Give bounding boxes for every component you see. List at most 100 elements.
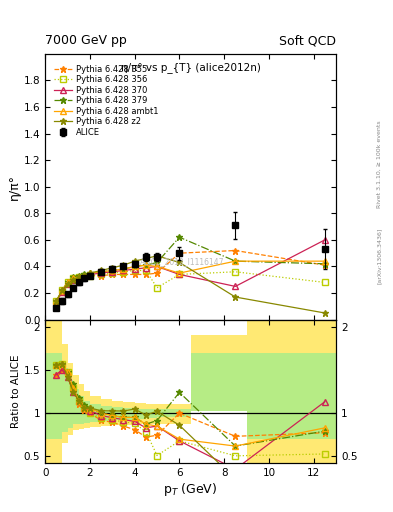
Pythia 6.428 z2 [143,255,148,262]
Y-axis label: η/π°: η/π° [8,174,21,200]
Pythia 6.428 355 [121,271,126,278]
Pythia 6.428 370 [71,276,75,283]
Pythia 6.428 370 [82,273,87,279]
Pythia 6.428 356 [177,271,182,278]
Pythia 6.428 ambt1 [82,273,87,279]
Line: Pythia 6.428 355: Pythia 6.428 355 [53,247,328,306]
Pythia 6.428 355 [323,262,327,268]
Pythia 6.428 356 [76,274,81,280]
Pythia 6.428 370 [76,274,81,280]
Pythia 6.428 370 [60,289,64,295]
Pythia 6.428 355 [155,270,160,276]
Pythia 6.428 z2 [65,281,70,287]
Pythia 6.428 355 [99,273,103,279]
Pythia 6.428 ambt1 [177,270,182,276]
Pythia 6.428 370 [323,237,327,243]
Line: Pythia 6.428 356: Pythia 6.428 356 [53,268,328,304]
Pythia 6.428 379 [99,269,103,275]
Text: Soft QCD: Soft QCD [279,34,336,47]
Pythia 6.428 ambt1 [121,266,126,272]
Pythia 6.428 ambt1 [60,287,64,293]
Pythia 6.428 379 [88,270,92,276]
Pythia 6.428 z2 [99,267,103,273]
Line: Pythia 6.428 ambt1: Pythia 6.428 ambt1 [53,259,328,304]
Pythia 6.428 355 [143,271,148,278]
Pythia 6.428 370 [88,271,92,278]
Pythia 6.428 356 [155,285,160,291]
Pythia 6.428 379 [132,263,137,269]
Y-axis label: Ratio to ALICE: Ratio to ALICE [11,355,21,428]
Pythia 6.428 356 [143,267,148,273]
Pythia 6.428 ambt1 [110,267,115,273]
Pythia 6.428 z2 [177,260,182,266]
Pythia 6.428 370 [132,266,137,272]
Pythia 6.428 379 [233,258,238,264]
Pythia 6.428 ambt1 [54,298,59,304]
Pythia 6.428 ambt1 [65,280,70,286]
X-axis label: p$_T$ (GeV): p$_T$ (GeV) [163,481,218,498]
Pythia 6.428 370 [99,270,103,276]
Pythia 6.428 356 [233,269,238,275]
Pythia 6.428 355 [88,273,92,279]
Pythia 6.428 379 [60,287,64,293]
Pythia 6.428 379 [65,280,70,286]
Pythia 6.428 379 [155,260,160,266]
Pythia 6.428 ambt1 [71,275,75,282]
Pythia 6.428 370 [155,263,160,269]
Pythia 6.428 356 [65,280,70,286]
Pythia 6.428 356 [60,287,64,293]
Pythia 6.428 ambt1 [323,258,327,264]
Pythia 6.428 z2 [132,258,137,264]
Line: Pythia 6.428 z2: Pythia 6.428 z2 [53,252,328,316]
Pythia 6.428 z2 [82,273,87,279]
Pythia 6.428 355 [132,271,137,278]
Pythia 6.428 ambt1 [155,263,160,269]
Pythia 6.428 356 [88,273,92,279]
Pythia 6.428 370 [65,281,70,287]
Line: Pythia 6.428 370: Pythia 6.428 370 [53,237,328,305]
Pythia 6.428 370 [143,265,148,271]
Pythia 6.428 370 [233,283,238,289]
Pythia 6.428 379 [121,266,126,272]
Pythia 6.428 ambt1 [88,270,92,276]
Pythia 6.428 355 [71,276,75,283]
Pythia 6.428 z2 [110,265,115,271]
Pythia 6.428 355 [233,247,238,253]
Pythia 6.428 355 [177,250,182,256]
Pythia 6.428 z2 [323,310,327,316]
Pythia 6.428 356 [99,271,103,278]
Text: η/π° vs p_{T} (alice2012n): η/π° vs p_{T} (alice2012n) [121,62,261,73]
Pythia 6.428 z2 [54,298,59,304]
Pythia 6.428 379 [323,261,327,267]
Pythia 6.428 356 [110,270,115,276]
Pythia 6.428 370 [54,300,59,306]
Pythia 6.428 ambt1 [233,258,238,264]
Pythia 6.428 355 [110,271,115,278]
Text: 7000 GeV pp: 7000 GeV pp [45,34,127,47]
Pythia 6.428 355 [60,289,64,295]
Pythia 6.428 356 [323,280,327,286]
Pythia 6.428 356 [132,267,137,273]
Pythia 6.428 355 [65,281,70,287]
Line: Pythia 6.428 379: Pythia 6.428 379 [53,234,328,305]
Pythia 6.428 379 [110,267,115,273]
Pythia 6.428 379 [177,234,182,240]
Text: ALICE_2012_I1116147: ALICE_2012_I1116147 [140,257,224,266]
Pythia 6.428 z2 [155,253,160,259]
Pythia 6.428 355 [76,275,81,282]
Text: Rivet 3.1.10, ≥ 100k events: Rivet 3.1.10, ≥ 100k events [377,120,382,208]
Legend: Pythia 6.428 355, Pythia 6.428 356, Pythia 6.428 370, Pythia 6.428 379, Pythia 6: Pythia 6.428 355, Pythia 6.428 356, Pyth… [52,63,160,139]
Pythia 6.428 379 [82,271,87,278]
Pythia 6.428 ambt1 [76,274,81,280]
Pythia 6.428 370 [177,271,182,278]
Pythia 6.428 ambt1 [99,269,103,275]
Pythia 6.428 z2 [233,294,238,300]
Pythia 6.428 370 [110,269,115,275]
Pythia 6.428 z2 [88,270,92,276]
Pythia 6.428 356 [54,298,59,304]
Pythia 6.428 379 [76,273,81,279]
Pythia 6.428 355 [82,274,87,280]
Pythia 6.428 355 [54,300,59,306]
Pythia 6.428 379 [71,274,75,280]
Pythia 6.428 z2 [71,276,75,283]
